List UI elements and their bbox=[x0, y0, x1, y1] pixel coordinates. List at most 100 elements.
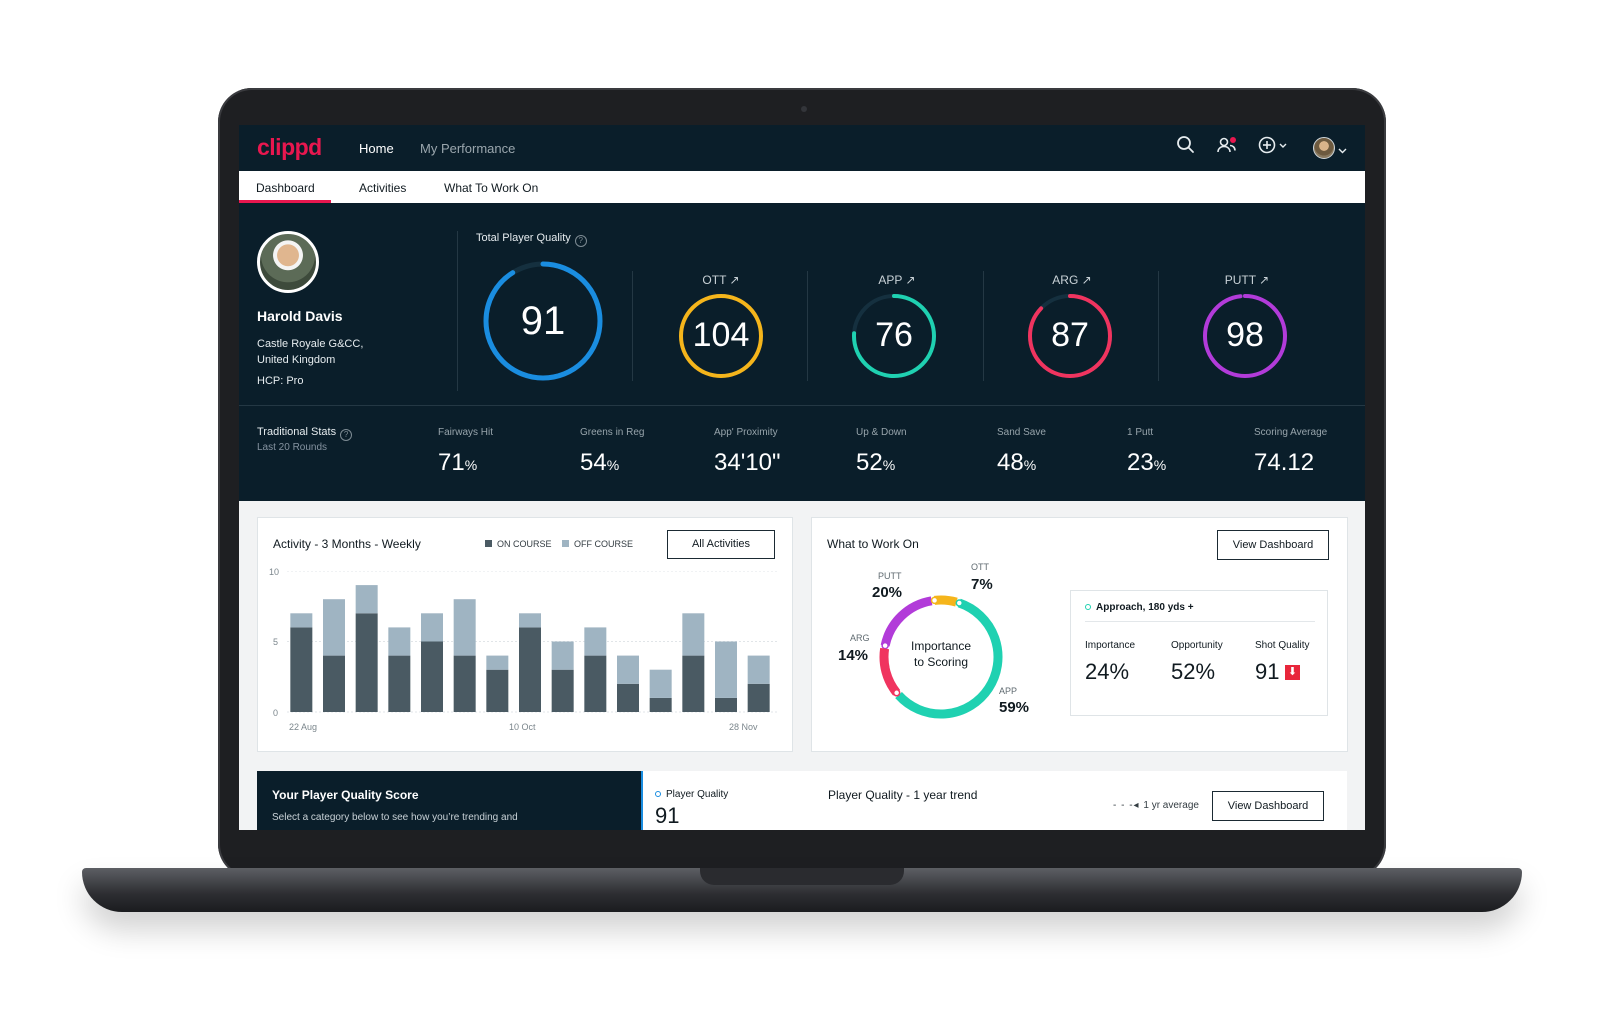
player-quality-subtitle: Select a category below to see how you’r… bbox=[272, 812, 518, 823]
sub-navigation: Dashboard Activities What To Work On bbox=[239, 171, 1365, 203]
ott-label[interactable]: OTT ↗ bbox=[702, 273, 740, 287]
divider bbox=[983, 271, 984, 381]
dashed-line-icon: - - -◂ bbox=[1113, 800, 1144, 811]
bar-off-course bbox=[453, 599, 476, 656]
player-quality-intro: Your Player Quality Score Select a categ… bbox=[257, 771, 641, 830]
total-quality-gauge[interactable] bbox=[481, 259, 605, 383]
stat-label: Up & Down bbox=[856, 427, 907, 438]
tab-activities[interactable]: Activities bbox=[359, 181, 407, 195]
bar-on-course bbox=[682, 655, 705, 712]
add-circle-icon[interactable] bbox=[1257, 135, 1289, 160]
player-quality-value: 91 bbox=[655, 803, 680, 828]
putt-segment-label: PUTT bbox=[878, 571, 902, 581]
bar-off-course bbox=[551, 641, 574, 670]
donut-segment bbox=[895, 598, 1003, 719]
app-screen: clippd Home My Performance Dashboard Act… bbox=[239, 125, 1365, 830]
tab-what-to-work-on[interactable]: What To Work On bbox=[444, 181, 539, 195]
view-dashboard-button[interactable]: View Dashboard bbox=[1212, 791, 1324, 821]
player-avatar bbox=[257, 231, 319, 293]
stat-value: 74.12 bbox=[1254, 449, 1315, 476]
donut-segment-marker bbox=[881, 641, 889, 650]
opportunity-value: 52% bbox=[1171, 659, 1216, 684]
stat-label: Fairways Hit bbox=[438, 427, 494, 438]
donut-segment bbox=[880, 596, 933, 647]
webcam bbox=[801, 106, 807, 112]
y-tick-label: 10 bbox=[269, 567, 280, 577]
stat-label: 1 Putt bbox=[1127, 427, 1154, 438]
friends-icon[interactable] bbox=[1216, 135, 1238, 160]
arrow-down-icon: ⬇ bbox=[1285, 665, 1300, 680]
divider bbox=[632, 271, 633, 381]
stat-value: 52% bbox=[856, 449, 896, 476]
arg-value: 87 bbox=[1051, 316, 1089, 354]
stat-value: 71% bbox=[438, 449, 478, 476]
bar-on-course bbox=[519, 627, 541, 712]
bar-on-course bbox=[323, 655, 345, 712]
importance-donut-chart[interactable] bbox=[872, 588, 1010, 726]
all-activities-button[interactable]: All Activities bbox=[667, 530, 775, 559]
focus-area-title: Approach, 180 yds + bbox=[1085, 602, 1194, 613]
donut-center-label: Importance to Scoring bbox=[910, 639, 972, 669]
tab-dashboard[interactable]: Dashboard bbox=[256, 181, 315, 195]
app-gauge[interactable] bbox=[850, 292, 938, 380]
putt-gauge[interactable] bbox=[1201, 292, 1289, 380]
clippd-logo[interactable]: clippd bbox=[257, 134, 322, 160]
bar-on-course bbox=[649, 697, 672, 712]
player-quality-label: Player Quality bbox=[655, 789, 728, 800]
bar-off-course bbox=[355, 585, 378, 614]
putt-segment-pct: 20% bbox=[872, 584, 903, 601]
bar-on-course bbox=[453, 655, 476, 712]
app-value: 76 bbox=[875, 316, 913, 354]
help-icon[interactable]: ? bbox=[340, 429, 353, 441]
arg-gauge[interactable] bbox=[1026, 292, 1114, 380]
player-handicap: HCP: Pro bbox=[257, 375, 304, 387]
total-player-quality-label: Total Player Quality? bbox=[476, 232, 587, 247]
player-quality-trend-panel: Player Quality 91 Player Quality - 1 yea… bbox=[641, 771, 1347, 830]
divider bbox=[457, 231, 458, 391]
bar-on-course bbox=[486, 669, 509, 712]
putt-value: 98 bbox=[1226, 316, 1264, 354]
nav-home[interactable]: Home bbox=[359, 141, 394, 156]
bar-off-course bbox=[715, 641, 737, 698]
divider bbox=[239, 405, 1365, 406]
bar-on-course bbox=[551, 669, 574, 712]
bar-off-course bbox=[519, 613, 541, 628]
app-label[interactable]: APP ↗ bbox=[878, 273, 916, 287]
user-avatar[interactable] bbox=[1313, 137, 1335, 159]
help-icon[interactable]: ? bbox=[574, 235, 587, 247]
stat-value: 48% bbox=[997, 449, 1037, 476]
focus-dot-icon bbox=[1085, 604, 1091, 610]
putt-label[interactable]: PUTT ↗ bbox=[1224, 273, 1270, 287]
bar-off-course bbox=[421, 613, 443, 642]
importance-label: Importance bbox=[1085, 640, 1136, 651]
ott-gauge[interactable] bbox=[677, 292, 765, 380]
bar-off-course bbox=[323, 599, 345, 656]
total-quality-value: 91 bbox=[520, 299, 566, 343]
player-club: Castle Royale G&CC, United Kingdom bbox=[257, 338, 364, 366]
player-name: Harold Davis bbox=[257, 308, 343, 324]
divider bbox=[1085, 621, 1315, 622]
stat-label: Sand Save bbox=[997, 427, 1046, 438]
divider bbox=[1158, 271, 1159, 381]
arg-segment-label: ARG bbox=[850, 633, 870, 643]
legend-off-course: OFF COURSE bbox=[562, 539, 633, 549]
nav-my-performance[interactable]: My Performance bbox=[420, 141, 516, 156]
search-icon[interactable] bbox=[1176, 135, 1196, 160]
ott-segment-label: OTT bbox=[971, 562, 989, 572]
opportunity-label: Opportunity bbox=[1171, 640, 1223, 651]
focus-area-card[interactable]: Approach, 180 yds + Importance 24% Oppor… bbox=[1070, 590, 1328, 716]
bar-off-course bbox=[617, 655, 639, 684]
x-tick-label: 10 Oct bbox=[509, 722, 536, 732]
chevron-down-icon[interactable] bbox=[1338, 142, 1347, 160]
arg-segment-pct: 14% bbox=[838, 647, 869, 664]
view-dashboard-button[interactable]: View Dashboard bbox=[1217, 530, 1329, 560]
laptop-notch bbox=[700, 868, 904, 885]
y-tick-label: 0 bbox=[273, 708, 279, 718]
stat-label: App' Proximity bbox=[714, 427, 778, 438]
arg-label[interactable]: ARG ↗ bbox=[1052, 273, 1092, 287]
stat-label: Greens in Reg bbox=[580, 427, 645, 438]
stat-value: 54% bbox=[580, 449, 620, 476]
app-segment-pct: 59% bbox=[999, 699, 1030, 716]
activity-bar-chart bbox=[287, 571, 777, 713]
trend-title: Player Quality - 1 year trend bbox=[828, 788, 978, 802]
